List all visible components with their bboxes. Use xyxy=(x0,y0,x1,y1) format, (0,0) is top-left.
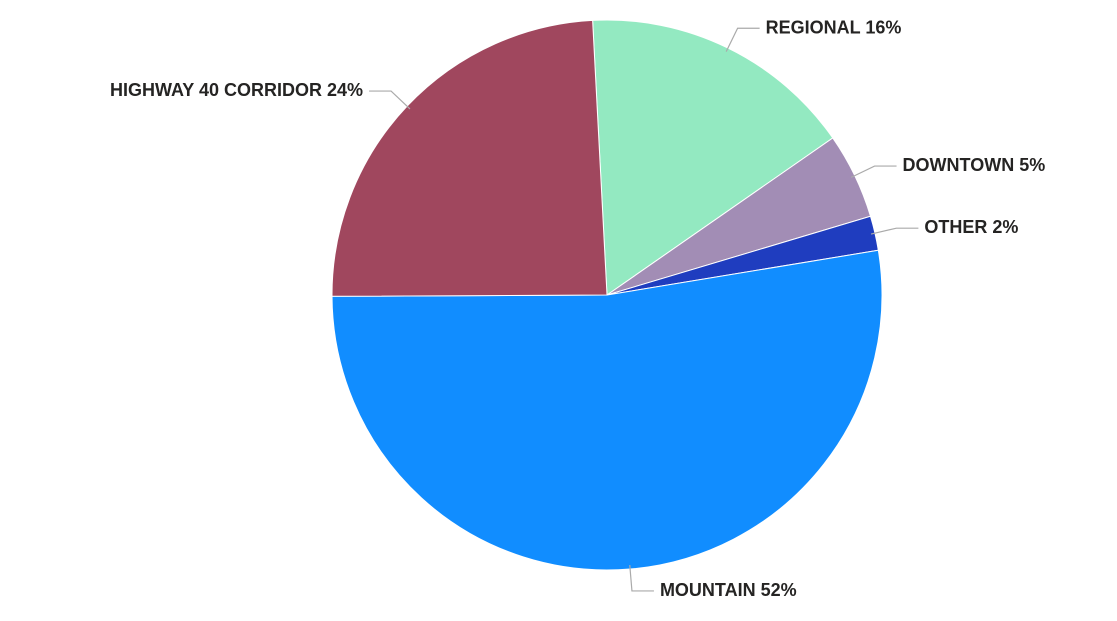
label-value: 16% xyxy=(865,17,901,37)
data-label: HIGHWAY 40 CORRIDOR 24% xyxy=(110,80,363,100)
label-category: HIGHWAY 40 CORRIDOR xyxy=(110,80,322,100)
pie-slice xyxy=(331,249,883,571)
data-label: DOWNTOWN 5% xyxy=(903,155,1046,175)
leader-line xyxy=(870,227,919,235)
label-category: OTHER xyxy=(924,217,987,237)
label-value: 2% xyxy=(992,217,1018,237)
label-category: DOWNTOWN xyxy=(903,155,1015,175)
leader-line xyxy=(850,165,897,178)
leader-line xyxy=(725,27,760,52)
leader-line xyxy=(369,90,411,110)
label-value: 24% xyxy=(327,80,363,100)
data-label: MOUNTAIN 52% xyxy=(660,580,797,600)
label-category: MOUNTAIN xyxy=(660,580,756,600)
data-label: REGIONAL 16% xyxy=(766,17,902,37)
label-value: 52% xyxy=(761,580,797,600)
data-label: OTHER 2% xyxy=(924,217,1018,237)
label-category: REGIONAL xyxy=(766,17,861,37)
label-value: 5% xyxy=(1019,155,1045,175)
leader-line xyxy=(629,564,654,592)
pie-slice xyxy=(331,19,608,297)
